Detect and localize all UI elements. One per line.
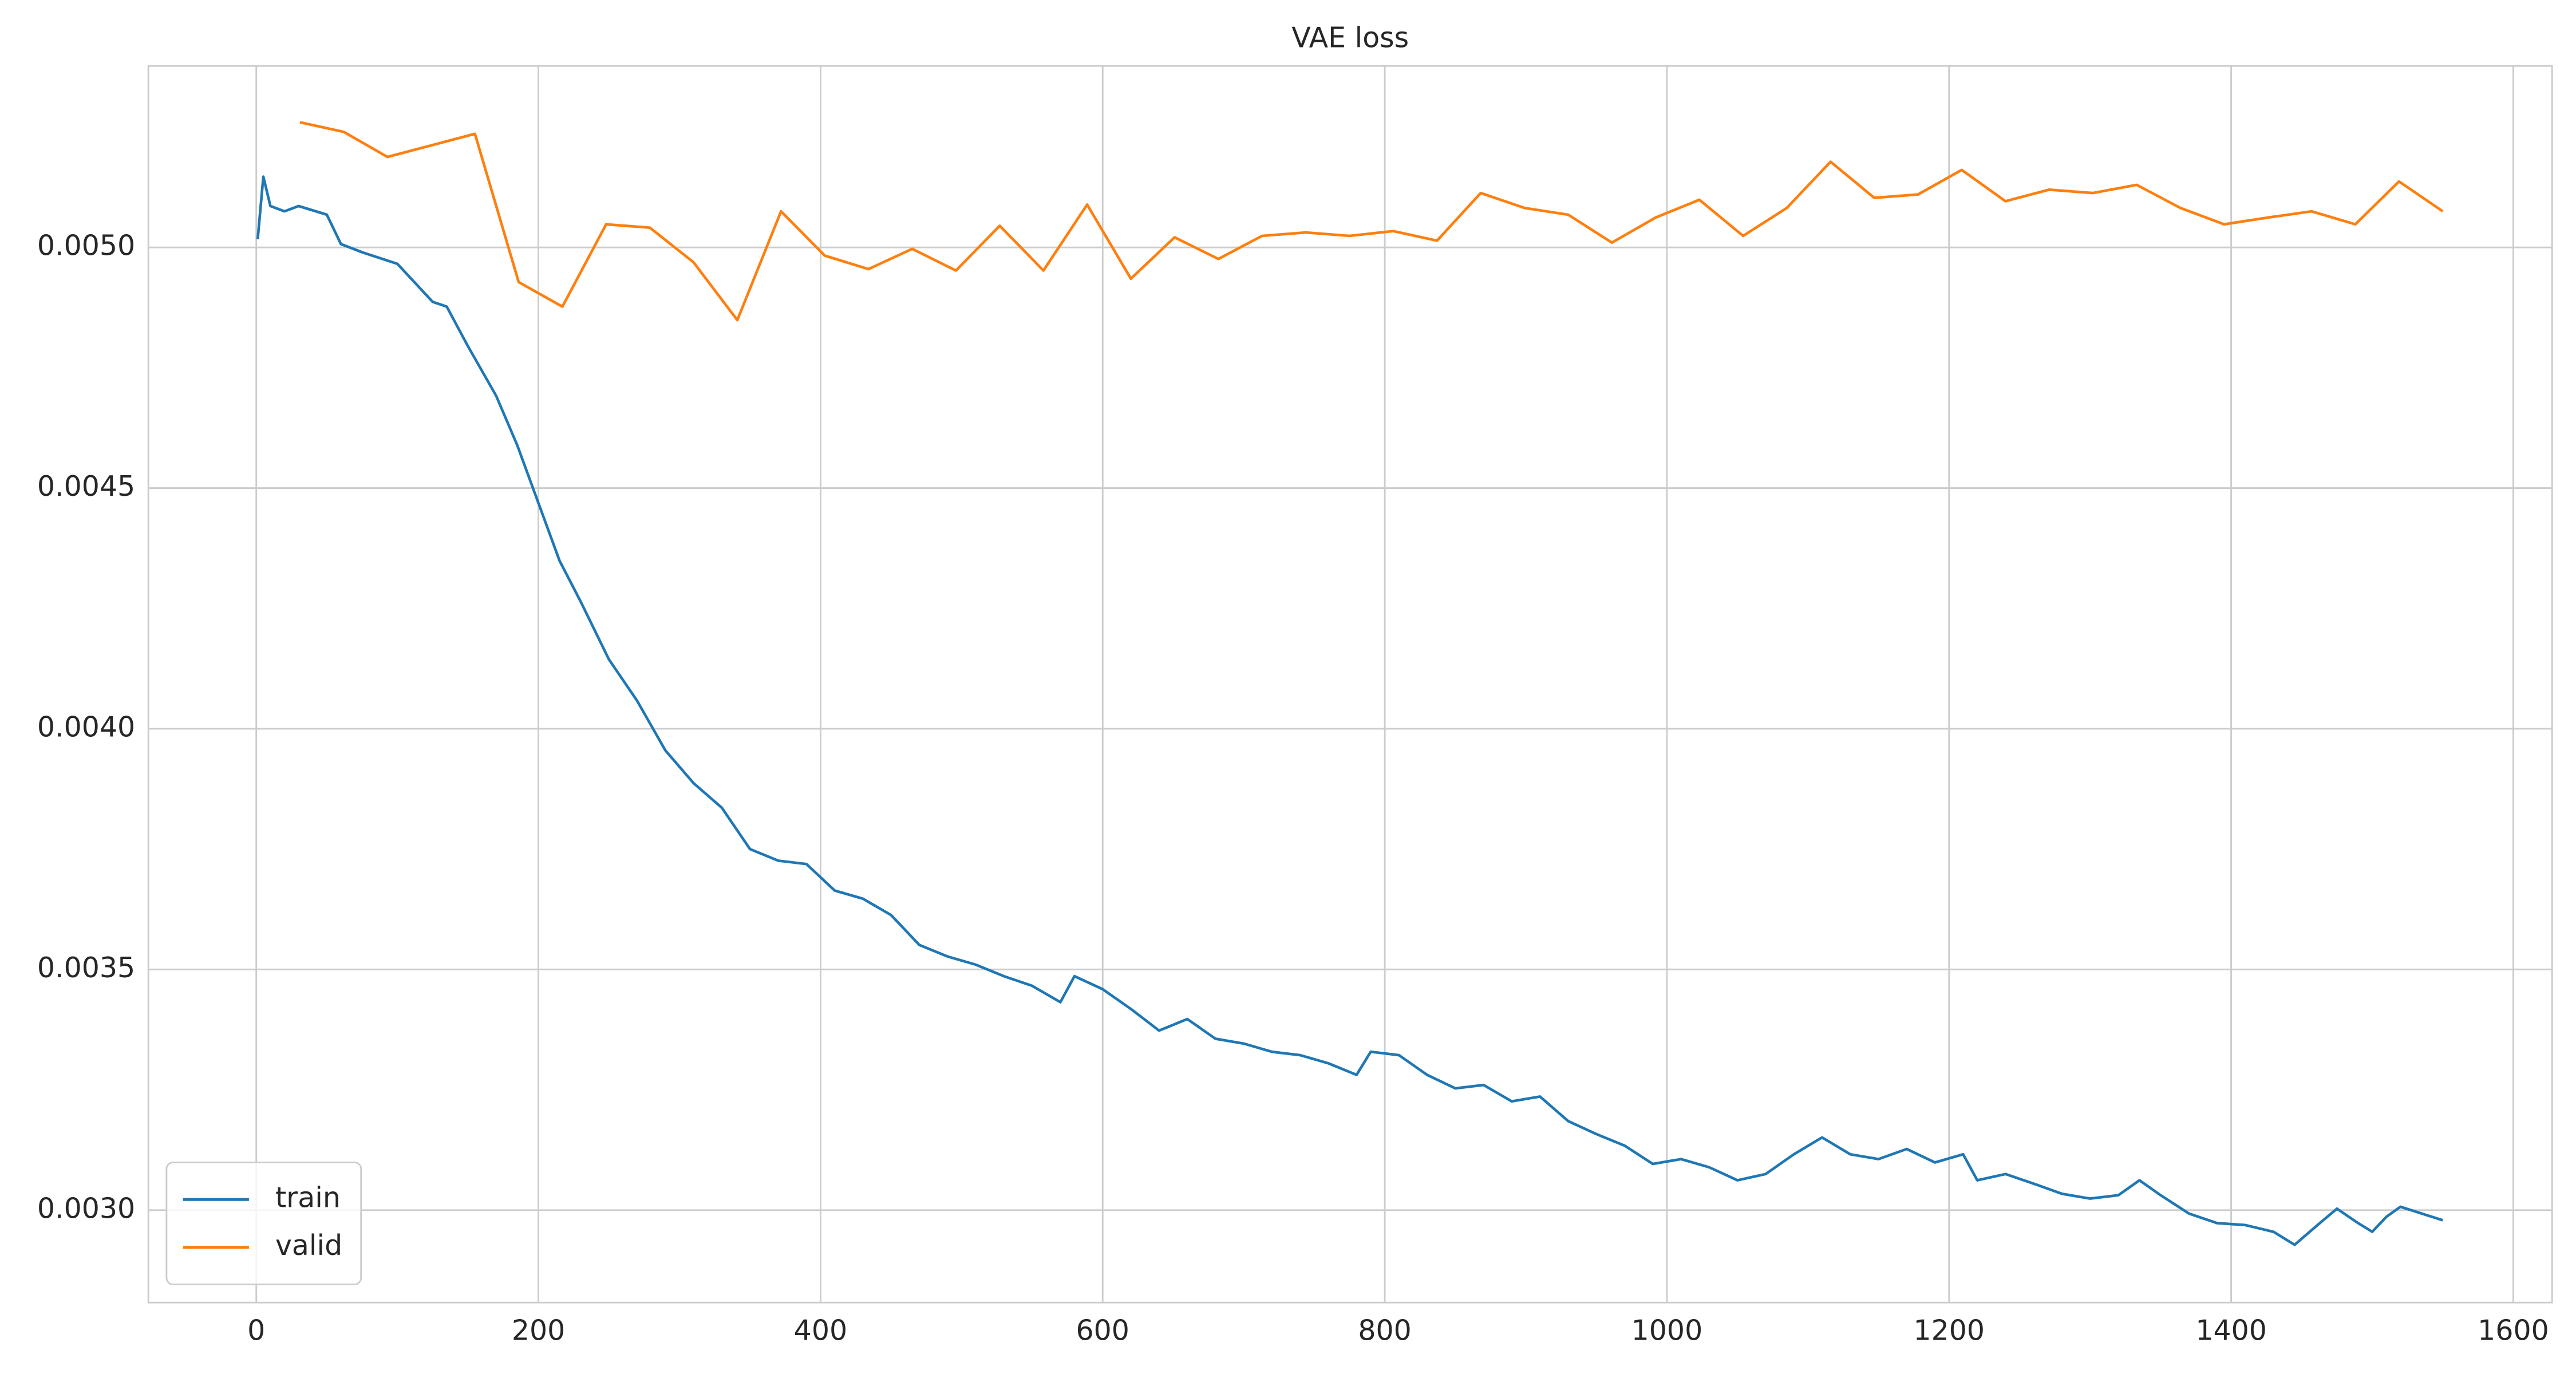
y-tick-label: 0.0050 [37, 230, 135, 262]
line-series [256, 175, 2443, 1246]
y-tick-label: 0.0040 [37, 710, 135, 743]
x-tick-label: 800 [1358, 1314, 1411, 1347]
legend-label: train [275, 1182, 341, 1214]
x-tick-label: 1600 [2478, 1314, 2549, 1347]
x-tick-label: 600 [1076, 1314, 1129, 1347]
x-tick-label: 200 [512, 1314, 565, 1347]
x-tick-label: 400 [794, 1314, 847, 1347]
y-tick-label: 0.0045 [37, 470, 135, 503]
legend-label: valid [275, 1229, 342, 1262]
line-series [299, 121, 2444, 322]
y-tick-label: 0.0035 [37, 951, 135, 984]
x-tick-label: 1400 [2195, 1314, 2267, 1347]
x-tick-label: 1200 [1913, 1314, 1985, 1347]
plot-frame [147, 65, 2553, 1304]
legend-box [165, 1161, 362, 1285]
chart-title: VAE loss [1291, 22, 1409, 54]
x-tick-label: 1000 [1631, 1314, 1703, 1347]
x-tick-label: 0 [247, 1314, 265, 1347]
y-tick-label: 0.0030 [37, 1192, 135, 1225]
